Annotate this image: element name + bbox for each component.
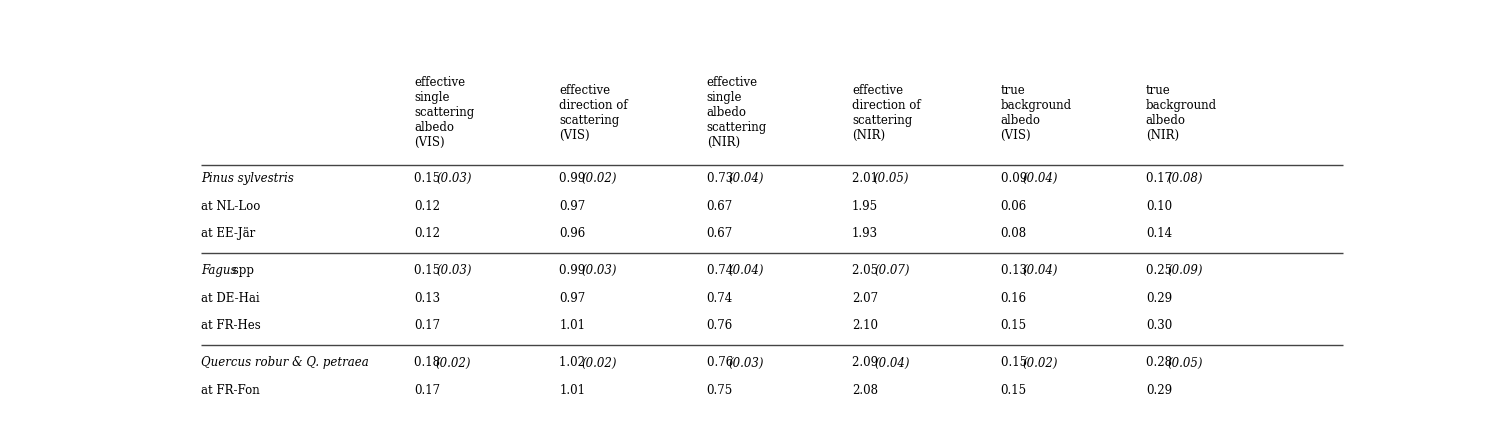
Text: 0.15: 0.15 [1001,384,1027,397]
Text: 0.17: 0.17 [414,319,441,332]
Text: 0.15: 0.15 [1001,319,1027,332]
Text: 0.29: 0.29 [1145,292,1172,305]
Text: 0.67: 0.67 [706,227,733,240]
Text: 1.02: 1.02 [559,357,588,369]
Text: 2.05: 2.05 [851,264,880,277]
Text: (0.02): (0.02) [582,172,616,185]
Text: (0.02): (0.02) [1022,357,1058,369]
Text: 0.30: 0.30 [1145,319,1172,332]
Text: (0.08): (0.08) [1168,172,1204,185]
Text: 0.76: 0.76 [706,357,736,369]
Text: (0.09): (0.09) [1168,264,1204,277]
Text: 0.74: 0.74 [706,292,733,305]
Text: 0.67: 0.67 [706,200,733,213]
Text: effective
direction of
scattering
(NIR): effective direction of scattering (NIR) [851,84,920,142]
Text: 1.01: 1.01 [559,319,585,332]
Text: 2.07: 2.07 [851,292,878,305]
Text: true
background
albedo
(NIR): true background albedo (NIR) [1145,84,1217,142]
Text: (0.03): (0.03) [729,357,764,369]
Text: at EE-Jär: at EE-Jär [201,227,255,240]
Text: 0.15: 0.15 [414,264,442,277]
Text: 0.76: 0.76 [706,319,733,332]
Text: (0.04): (0.04) [729,264,764,277]
Text: effective
single
scattering
albedo
(VIS): effective single scattering albedo (VIS) [414,76,474,149]
Text: effective
direction of
scattering
(VIS): effective direction of scattering (VIS) [559,84,628,142]
Text: 0.13: 0.13 [414,292,441,305]
Text: at NL-Loo: at NL-Loo [201,200,261,213]
Text: (0.04): (0.04) [1022,172,1058,185]
Text: 0.13: 0.13 [1001,264,1030,277]
Text: (0.04): (0.04) [1022,264,1058,277]
Text: 0.28: 0.28 [1145,357,1174,369]
Text: 0.12: 0.12 [414,200,439,213]
Text: at DE-Hai: at DE-Hai [201,292,259,305]
Text: effective
single
albedo
scattering
(NIR): effective single albedo scattering (NIR) [706,76,767,149]
Text: 2.08: 2.08 [851,384,878,397]
Text: 0.09: 0.09 [1001,172,1030,185]
Text: (0.04): (0.04) [729,172,764,185]
Text: 0.97: 0.97 [559,292,586,305]
Text: at FR-Hes: at FR-Hes [201,319,261,332]
Text: 2.01: 2.01 [851,172,880,185]
Text: Pinus sylvestris: Pinus sylvestris [201,172,294,185]
Text: 0.73: 0.73 [706,172,736,185]
Text: 0.15: 0.15 [414,172,442,185]
Text: 0.06: 0.06 [1001,200,1027,213]
Text: 0.99: 0.99 [559,264,588,277]
Text: 2.10: 2.10 [851,319,878,332]
Text: true
background
albedo
(VIS): true background albedo (VIS) [1001,84,1072,142]
Text: 0.96: 0.96 [559,227,586,240]
Text: 0.12: 0.12 [414,227,439,240]
Text: 1.93: 1.93 [851,227,878,240]
Text: 0.99: 0.99 [559,172,588,185]
Text: (0.03): (0.03) [582,264,616,277]
Text: (0.07): (0.07) [874,264,910,277]
Text: 0.74: 0.74 [706,264,736,277]
Text: 0.25: 0.25 [1145,264,1174,277]
Text: 0.10: 0.10 [1145,200,1172,213]
Text: 0.29: 0.29 [1145,384,1172,397]
Text: 0.75: 0.75 [706,384,733,397]
Text: (0.04): (0.04) [874,357,910,369]
Text: at FR-Fon: at FR-Fon [201,384,259,397]
Text: (0.03): (0.03) [436,264,472,277]
Text: (0.03): (0.03) [436,172,472,185]
Text: Fagus: Fagus [201,264,237,277]
Text: 1.01: 1.01 [559,384,585,397]
Text: 0.15: 0.15 [1001,357,1030,369]
Text: (0.02): (0.02) [436,357,471,369]
Text: 0.08: 0.08 [1001,227,1027,240]
Text: 0.16: 0.16 [1001,292,1027,305]
Text: 0.18: 0.18 [414,357,442,369]
Text: 1.95: 1.95 [851,200,878,213]
Text: Quercus robur & Q. petraea: Quercus robur & Q. petraea [201,357,369,369]
Text: 0.97: 0.97 [559,200,586,213]
Text: (0.02): (0.02) [582,357,616,369]
Text: 0.17: 0.17 [1145,172,1174,185]
Text: 2.09: 2.09 [851,357,880,369]
Text: (0.05): (0.05) [1168,357,1204,369]
Text: (0.05): (0.05) [874,172,910,185]
Text: 0.14: 0.14 [1145,227,1172,240]
Text: 0.17: 0.17 [414,384,441,397]
Text: spp: spp [229,264,253,277]
